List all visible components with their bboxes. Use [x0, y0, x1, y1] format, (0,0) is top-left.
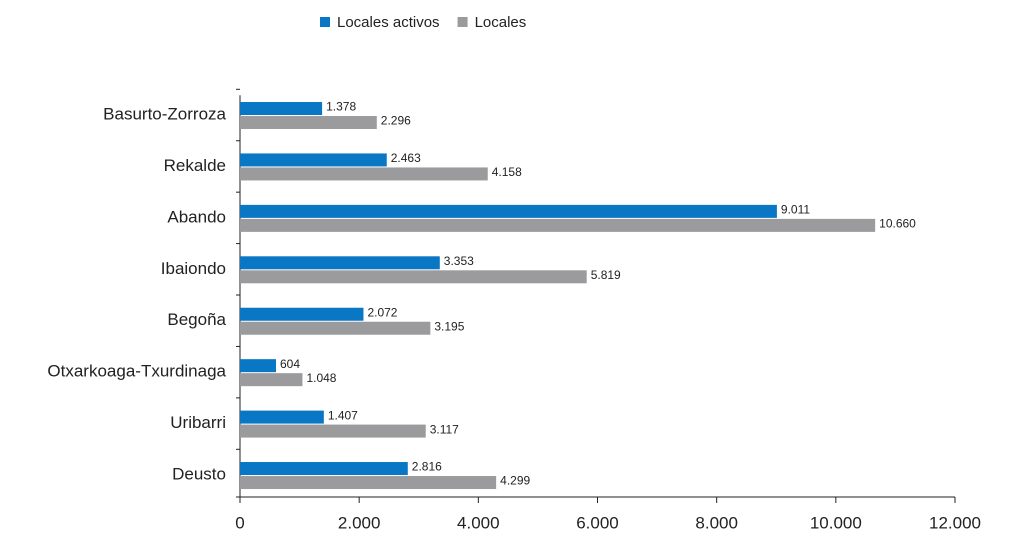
value-label: 604: [280, 357, 300, 371]
bar: [240, 270, 587, 284]
bar: [240, 256, 440, 270]
x-tick-label: 0: [235, 513, 244, 532]
value-label: 4.299: [500, 474, 530, 488]
y-tick-label: Deusto: [172, 465, 226, 484]
value-label: 4.158: [492, 165, 522, 179]
bar: [240, 321, 431, 335]
x-tick-label: 8.000: [695, 513, 738, 532]
y-tick-label: Rekalde: [164, 156, 226, 175]
bar: [240, 153, 387, 167]
value-label: 5.819: [591, 268, 621, 282]
bar: [240, 462, 408, 476]
x-tick-label: 12.000: [929, 513, 981, 532]
x-tick-label: 10.000: [810, 513, 862, 532]
legend-swatch: [457, 17, 468, 27]
legend-label: Locales activos: [337, 14, 440, 31]
x-tick-label: 2.000: [338, 513, 381, 532]
bar: [240, 204, 777, 218]
value-label: 10.660: [879, 217, 916, 231]
value-label: 2.072: [367, 305, 397, 319]
bar: [240, 116, 377, 130]
y-tick-label: Abando: [167, 207, 226, 226]
value-label: 3.195: [434, 319, 464, 333]
bar: [240, 373, 303, 387]
y-tick-label: Basurto-Zorroza: [103, 104, 226, 123]
y-tick-label: Otxarkoaga-Txurdinaga: [47, 362, 226, 381]
bar: [240, 307, 364, 321]
bar: [240, 102, 323, 116]
bar: [240, 359, 276, 373]
y-tick-label: Ibaiondo: [161, 259, 226, 278]
bar: [240, 218, 876, 232]
legend-swatch: [320, 17, 330, 27]
bar: [240, 476, 497, 490]
value-label: 1.407: [328, 408, 358, 422]
value-label: 1.378: [326, 100, 356, 114]
bar: [240, 424, 426, 438]
y-tick-label: Uribarri: [170, 413, 226, 432]
bar: [240, 167, 488, 181]
legend-label: Locales: [475, 14, 527, 31]
x-tick-label: 6.000: [576, 513, 619, 532]
value-label: 2.816: [412, 460, 442, 474]
x-tick-label: 4.000: [457, 513, 500, 532]
value-label: 1.048: [306, 371, 336, 385]
value-label: 3.353: [444, 254, 474, 268]
value-label: 3.117: [430, 422, 459, 436]
bar: [240, 410, 324, 424]
value-label: 2.296: [381, 114, 411, 128]
y-tick-label: Begoña: [167, 310, 226, 329]
value-label: 2.463: [391, 151, 421, 165]
value-label: 9.011: [781, 203, 810, 217]
